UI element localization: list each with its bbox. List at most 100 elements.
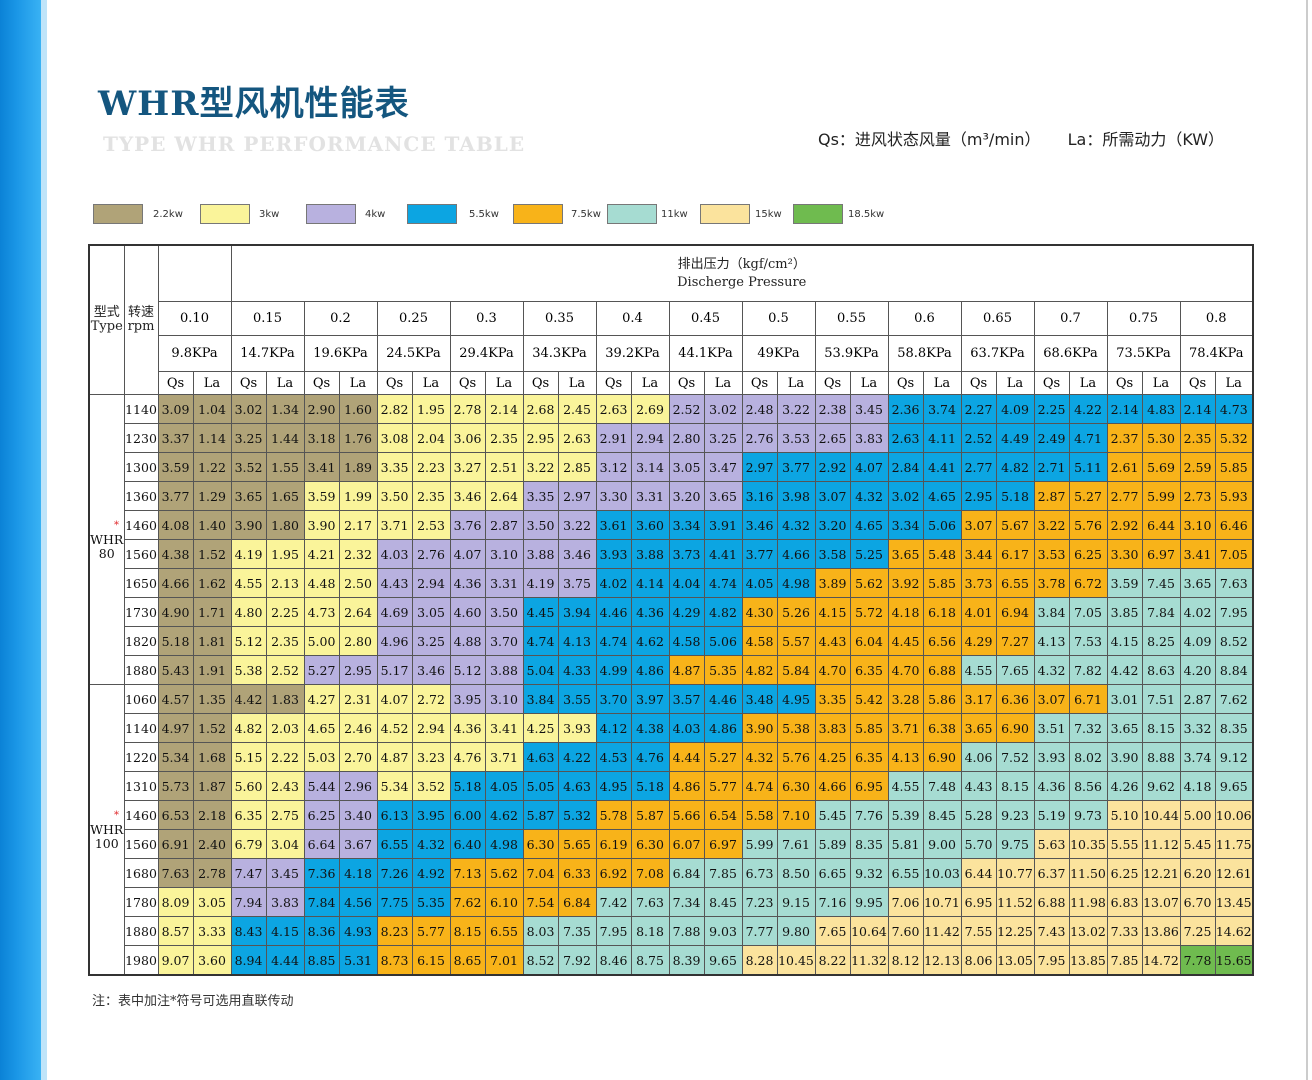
la-value: 1.40 [192,510,232,540]
la-value: 11.32 [849,945,889,976]
pressure-kpa: 73.5KPa [1106,335,1181,372]
la-value: 5.35 [411,887,451,917]
qs-value: 7.65 [814,916,851,946]
qs-value: 3.12 [595,452,632,482]
qs-value: 2.92 [814,452,851,482]
qs-value: 4.90 [157,597,194,627]
legend-label: 18.5kw [848,209,885,220]
la-value: 2.31 [338,684,378,714]
qs-value: 4.20 [1179,655,1216,685]
header-blank [157,244,232,302]
qs-value: 2.14 [1179,394,1216,424]
la-value: 5.77 [411,916,451,946]
la-value: 3.60 [630,510,670,540]
qs-value: 4.48 [303,568,340,598]
la-header: La [338,371,378,395]
la-value: 4.66 [776,539,816,569]
la-value: 7.82 [1068,655,1108,685]
la-value: 7.52 [995,742,1035,772]
la-value: 3.60 [192,945,232,976]
rpm-cell: 1880 [123,916,159,946]
la-value: 3.67 [338,829,378,859]
legend-label: 5.5kw [469,209,499,220]
qs-value: 4.76 [449,742,486,772]
table-row: 1820 5.18 1.81 5.12 2.35 5.00 2.80 4.96 3.25 4.88… [89,626,1254,656]
la-value: 6.15 [411,945,451,976]
qs-value: 6.65 [814,858,851,888]
qs-value: 4.07 [376,684,413,714]
table-row: * WHR 80 1140 3.09 1.04 3.02 1.34 2.90 1.60 2.82 1.… [88,394,1254,685]
la-value: 8.02 [1068,742,1108,772]
qs-value: 4.45 [887,626,924,656]
model-name-line: WHR [90,531,124,547]
la-value: 5.32 [1214,423,1254,453]
qs-value: 3.35 [522,481,559,511]
la-value: 1.60 [338,394,378,424]
rpm-cell: 1230 [123,423,159,453]
la-value: 8.18 [630,916,670,946]
la-value: 3.25 [703,423,743,453]
la-value: 2.17 [338,510,378,540]
qs-value: 3.84 [1033,597,1070,627]
la-value: 8.15 [995,771,1035,801]
la-value: 2.50 [338,568,378,598]
la-value: 5.69 [1141,452,1181,482]
qs-value: 7.25 [1179,916,1216,946]
la-value: 4.95 [776,684,816,714]
qs-value: 8.03 [522,916,559,946]
qs-value: 2.63 [595,394,632,424]
qs-value: 6.13 [376,800,413,830]
la-header: La [1141,371,1181,395]
qs-value: 2.48 [741,394,778,424]
table-row: 1360 3.77 1.29 3.65 1.65 3.59 1.99 3.50 2.35 3.46… [89,481,1254,511]
la-value: 1.14 [192,423,232,453]
la-value: 2.04 [411,423,451,453]
pressure-value: 0.3 [449,301,524,336]
rpm-cell: 1140 [123,713,159,743]
qs-value: 3.58 [814,539,851,569]
qs-value: 3.65 [230,481,267,511]
la-value: 3.70 [484,626,524,656]
qs-value: 5.39 [887,800,924,830]
la-value: 9.65 [703,945,743,976]
la-value: 2.40 [192,829,232,859]
qs-value: 5.03 [303,742,340,772]
la-value: 5.18 [995,481,1035,511]
qs-value: 4.65 [303,713,340,743]
qs-value: 2.52 [668,394,705,424]
pressure-value: 0.45 [668,301,743,336]
la-value: 6.35 [849,742,889,772]
qs-value: 4.32 [741,742,778,772]
la-value: 2.70 [338,742,378,772]
legend-swatch [200,204,250,224]
rpm-cell: 1060 [123,684,159,714]
la-value: 1.89 [338,452,378,482]
qs-header: Qs [960,371,997,395]
qs-value: 4.36 [449,713,486,743]
table-row: 1560 4.38 1.52 4.19 1.95 4.21 2.32 4.03 2.76 4.07… [89,539,1254,569]
qs-value: 4.45 [522,597,559,627]
qs-value: 4.88 [449,626,486,656]
table-row: 1780 8.09 3.05 7.94 3.83 7.84 4.56 7.75 5.35 7.62… [89,887,1254,917]
la-value: 9.62 [1141,771,1181,801]
qs-value: 6.20 [1179,858,1216,888]
la-header: La [995,371,1035,395]
la-value: 4.56 [338,887,378,917]
qs-value: 4.02 [1179,597,1216,627]
qs-value: 3.02 [887,481,924,511]
qs-value: 4.29 [668,597,705,627]
la-value: 7.53 [1068,626,1108,656]
la-value: 6.10 [484,887,524,917]
direct-drive-star: * [114,519,119,531]
la-value: 8.88 [1141,742,1181,772]
la-value: 10.45 [776,945,816,976]
la-value: 3.22 [557,510,597,540]
la-header: La [849,371,889,395]
la-value: 2.52 [265,655,305,685]
la-value: 4.76 [630,742,670,772]
rpm-cell: 1780 [123,887,159,917]
la-value: 15.65 [1214,945,1254,976]
qs-value: 3.90 [741,713,778,743]
qs-value: 6.00 [449,800,486,830]
rpm-cell: 1300 [123,452,159,482]
